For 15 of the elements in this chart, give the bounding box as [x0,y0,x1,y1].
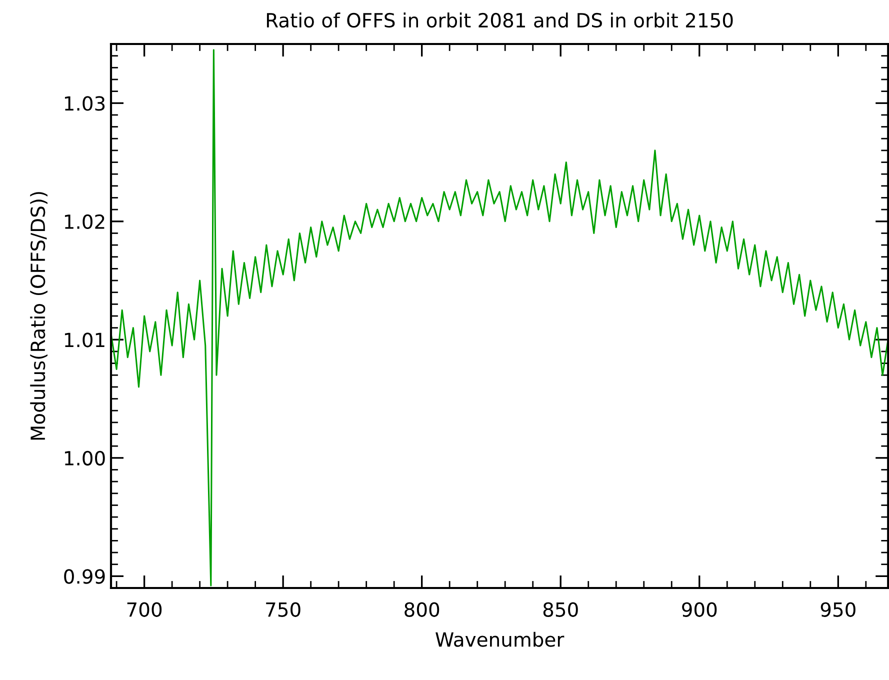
x-tick-label: 950 [820,602,856,617]
y-tick-label: 1.01 [64,332,104,348]
line-series [111,49,888,586]
x-tick-label: 900 [682,602,717,617]
chart-title: Ratio of OFFS in orbit 2081 and DS in orbit 2150 [266,12,733,28]
x-tick-label: 750 [266,602,300,617]
y-axis-title: Modulus(Ratio (OFFS/DS)) [30,192,48,440]
x-tick-label: 700 [127,602,162,617]
x-tick-label: 800 [404,602,440,617]
y-tick-label: 1.00 [64,450,105,466]
x-axis-title: Wavenumber [436,632,564,647]
y-tick-label: 0.99 [64,569,105,584]
y-tick-label: 1.03 [64,96,105,111]
y-tick-label: 1.02 [64,214,104,230]
x-tick-label: 850 [543,602,578,617]
